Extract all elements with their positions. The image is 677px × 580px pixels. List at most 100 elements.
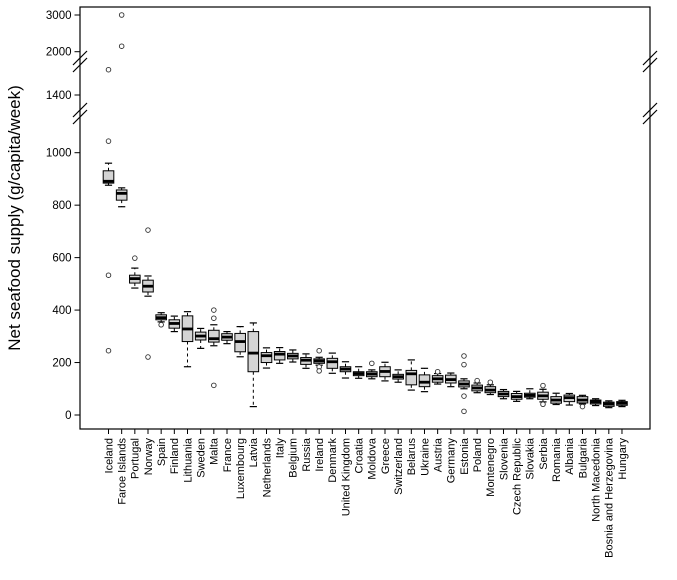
x-tick-label: Denmark	[327, 438, 339, 483]
outlier-point	[434, 368, 441, 375]
outlier-point	[132, 255, 138, 261]
box-malta	[208, 307, 220, 389]
iqr-box	[273, 351, 286, 361]
x-tick-label: France	[222, 438, 234, 472]
outlier-point	[105, 347, 112, 354]
outlier-point	[211, 307, 217, 313]
box-bosnia-and-herzegovina	[603, 400, 615, 409]
outlier-point	[461, 408, 467, 415]
x-tick-label: Belgium	[288, 438, 300, 478]
y-tick-label: 2000	[46, 47, 72, 59]
x-tick-label: Bulgaria	[577, 437, 589, 478]
x-tick-label: Montenegro	[485, 438, 497, 497]
outlier-point	[316, 347, 322, 354]
box-latvia	[247, 322, 260, 408]
x-tick-label: Serbia	[538, 437, 550, 470]
x-tick-label: Spain	[156, 438, 168, 466]
outlier-point	[369, 360, 375, 367]
x-tick-label: Poland	[472, 438, 484, 472]
box-italy	[273, 346, 286, 364]
outlier-point	[211, 315, 217, 321]
outlier-point	[211, 382, 217, 389]
x-tick-label: Ukraine	[419, 438, 431, 476]
box-belgium	[287, 349, 299, 363]
x-tick-label: Czech Republic	[511, 438, 523, 516]
y-tick-label: 600	[52, 253, 71, 265]
box-germany	[445, 372, 457, 388]
x-tick-label: Iceland	[103, 438, 115, 473]
box-norway	[142, 227, 154, 360]
iqr-box	[326, 357, 339, 369]
x-tick-label: Faroe Islands	[116, 438, 128, 505]
box-luxembourg	[234, 326, 246, 358]
axis-break-slash	[72, 50, 88, 66]
x-tick-label: Germany	[446, 438, 458, 484]
box-hungary	[616, 399, 628, 408]
box-france	[221, 330, 233, 345]
outlier-point	[105, 272, 112, 278]
plot-content	[102, 12, 628, 415]
box-denmark	[326, 352, 339, 374]
axis-break-slash	[642, 109, 658, 125]
outlier-point	[145, 227, 151, 233]
x-tick-label: Netherlands	[261, 438, 273, 498]
iqr-box	[115, 189, 128, 201]
y-tick-label: 3000	[46, 10, 72, 22]
box-iceland	[102, 66, 115, 354]
x-tick-label: Greece	[380, 438, 392, 474]
outlier-point	[540, 401, 546, 407]
axis-break-slash	[72, 109, 88, 125]
y-tick-label: 800	[52, 200, 71, 212]
iqr-box	[405, 369, 418, 386]
x-tick-label: Estonia	[459, 437, 471, 475]
iqr-box	[102, 170, 115, 184]
box-romania	[550, 392, 562, 406]
x-tick-label: Slovakia	[525, 437, 537, 479]
axis-break-slash	[72, 57, 88, 73]
box-netherlands	[260, 347, 273, 369]
box-serbia	[537, 382, 549, 407]
y-tick-label: 400	[52, 305, 71, 317]
box-belarus	[405, 359, 418, 391]
box-austria	[431, 368, 444, 385]
box-spain	[155, 312, 167, 328]
iqr-box	[260, 352, 273, 364]
box-slovakia	[524, 388, 536, 400]
iqr-box	[247, 331, 260, 373]
box-russia	[300, 353, 312, 369]
x-tick-label: Slovenia	[498, 437, 510, 480]
axis-break-slash	[72, 102, 88, 118]
iqr-box	[418, 374, 431, 388]
box-poland	[471, 377, 483, 394]
outlier-point	[461, 393, 467, 399]
box-slovenia	[497, 388, 510, 400]
y-tick-label: 1400	[46, 90, 72, 102]
x-tick-label: Austria	[432, 437, 444, 472]
x-tick-label: Romania	[551, 437, 563, 482]
box-lithuania	[181, 311, 194, 368]
box-croatia	[352, 366, 365, 379]
box-moldova	[366, 360, 378, 380]
box-united-kingdom	[339, 361, 352, 379]
x-tick-label: Norway	[143, 438, 155, 476]
outlier-point	[145, 354, 151, 360]
y-tick-label: 1000	[46, 148, 72, 160]
y-tick-label: 0	[65, 410, 71, 422]
x-tick-label: Switzerland	[393, 438, 405, 495]
x-tick-label: Italy	[274, 438, 286, 459]
x-tick-label: Malta	[209, 437, 221, 465]
y-axis-title: Net seafood supply (g/capita/week)	[5, 85, 24, 351]
axis-break-slash	[642, 50, 658, 66]
outlier-point	[105, 138, 112, 144]
box-faroe-islands	[115, 12, 128, 208]
plot-border	[79, 6, 651, 430]
x-tick-label: Finland	[169, 438, 181, 474]
x-tick-label: Sweden	[195, 438, 207, 478]
box-ukraine	[418, 367, 431, 393]
outlier-point	[540, 382, 546, 389]
outlier-point	[118, 43, 125, 49]
outlier-point	[118, 12, 125, 18]
x-tick-label: Portugal	[130, 438, 142, 479]
